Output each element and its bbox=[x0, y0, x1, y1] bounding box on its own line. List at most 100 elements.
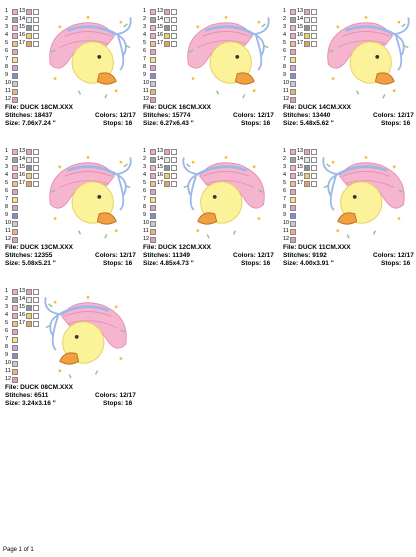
color-swatch bbox=[12, 16, 18, 23]
color-number: 17 bbox=[297, 40, 304, 46]
file-name: File: DUCK 12CM.XXX bbox=[143, 244, 211, 251]
color-number: 6 bbox=[143, 188, 147, 194]
stops: Stops: 16 bbox=[241, 120, 271, 127]
color-number: 7 bbox=[5, 196, 9, 202]
color-swatch bbox=[26, 40, 32, 47]
color-swatch bbox=[26, 288, 32, 295]
color-swatch bbox=[12, 80, 18, 87]
color-swatch bbox=[304, 148, 310, 155]
color-number: 3 bbox=[283, 164, 287, 170]
color-number: 4 bbox=[5, 312, 9, 318]
color-swatch bbox=[290, 48, 296, 55]
color-swatch bbox=[12, 164, 18, 171]
color-number: 3 bbox=[5, 24, 9, 30]
color-number: 8 bbox=[283, 64, 287, 70]
color-swatch bbox=[26, 320, 32, 327]
color-number: 11 bbox=[283, 88, 289, 94]
color-swatch bbox=[150, 212, 156, 219]
color-swatch bbox=[164, 172, 170, 179]
color-number: 9 bbox=[5, 72, 9, 78]
color-swatch bbox=[150, 56, 156, 63]
color-swatch bbox=[290, 8, 296, 15]
duck-design bbox=[49, 15, 132, 99]
color-number: 8 bbox=[143, 204, 147, 210]
file-name: File: DUCK 11CM.XXX bbox=[283, 244, 351, 251]
color-number: 3 bbox=[5, 304, 9, 310]
color-number: 8 bbox=[143, 64, 147, 70]
color-number: 9 bbox=[143, 212, 147, 218]
color-box bbox=[311, 24, 317, 31]
color-swatch bbox=[150, 80, 156, 87]
color-number: 13 bbox=[297, 148, 304, 154]
color-swatch bbox=[12, 64, 18, 71]
color-box bbox=[171, 164, 177, 171]
color-swatch bbox=[26, 304, 32, 311]
color-number: 6 bbox=[143, 48, 147, 54]
color-number: 2 bbox=[5, 296, 9, 302]
color-number: 13 bbox=[157, 148, 164, 154]
stitches: Stitches: 6511 bbox=[5, 392, 49, 399]
color-swatch bbox=[26, 148, 32, 155]
color-number: 15 bbox=[297, 24, 304, 30]
color-swatch bbox=[150, 172, 156, 179]
color-number: 8 bbox=[283, 204, 287, 210]
size: Size: 6.27x6.43 " bbox=[143, 120, 194, 127]
color-swatch bbox=[290, 24, 296, 31]
file-name: File: DUCK 13CM.XXX bbox=[5, 244, 73, 251]
color-number: 6 bbox=[5, 48, 9, 54]
color-number: 10 bbox=[5, 360, 12, 366]
color-swatch bbox=[164, 156, 170, 163]
color-swatch bbox=[290, 96, 296, 103]
stops: Stops: 16 bbox=[381, 120, 411, 127]
color-box bbox=[171, 32, 177, 39]
color-box bbox=[311, 156, 317, 163]
color-swatch bbox=[150, 156, 156, 163]
color-swatch bbox=[290, 156, 296, 163]
color-swatch bbox=[12, 180, 18, 187]
colors: Colors: 12/17 bbox=[95, 112, 136, 119]
color-box bbox=[33, 40, 39, 47]
color-swatch bbox=[150, 204, 156, 211]
color-swatch bbox=[150, 180, 156, 187]
color-swatch bbox=[12, 236, 18, 243]
color-number: 14 bbox=[19, 296, 26, 302]
color-number: 12 bbox=[5, 236, 12, 242]
color-number: 16 bbox=[157, 32, 164, 38]
color-number: 16 bbox=[157, 172, 164, 178]
color-swatch bbox=[150, 64, 156, 71]
colors: Colors: 12/17 bbox=[373, 252, 414, 259]
color-swatch bbox=[150, 220, 156, 227]
color-swatch bbox=[12, 148, 18, 155]
size: Size: 4.85x4.73 " bbox=[143, 260, 194, 267]
color-swatch bbox=[150, 8, 156, 15]
color-number: 11 bbox=[283, 228, 289, 234]
color-box bbox=[171, 24, 177, 31]
color-number: 2 bbox=[283, 16, 287, 22]
design-item: 1 2 3 4 5 6 7 8 9 10 11 12 13 14 15 16 17 File: DUCK 18CM… bbox=[5, 8, 137, 138]
color-number: 7 bbox=[283, 56, 287, 62]
color-swatch bbox=[150, 164, 156, 171]
color-number: 1 bbox=[143, 8, 147, 14]
color-swatch bbox=[12, 32, 18, 39]
color-swatch bbox=[150, 40, 156, 47]
color-number: 15 bbox=[157, 164, 164, 170]
color-number: 7 bbox=[5, 56, 9, 62]
color-swatch bbox=[290, 148, 296, 155]
color-swatch bbox=[150, 88, 156, 95]
color-number: 17 bbox=[19, 40, 26, 46]
stops: Stops: 16 bbox=[103, 120, 133, 127]
color-swatch bbox=[12, 352, 18, 359]
color-number: 14 bbox=[157, 156, 164, 162]
color-swatch bbox=[26, 180, 32, 187]
color-swatch bbox=[150, 16, 156, 23]
color-number: 2 bbox=[283, 156, 287, 162]
size: Size: 7.06x7.24 " bbox=[5, 120, 56, 127]
color-swatch bbox=[26, 24, 32, 31]
color-number: 3 bbox=[143, 24, 147, 30]
design-item: 1 2 3 4 5 6 7 8 9 10 11 12 13 14 15 16 17 File: DUCK 08CM… bbox=[5, 288, 137, 418]
size: Size: 5.48x5.62 " bbox=[283, 120, 334, 127]
color-swatch bbox=[12, 328, 18, 335]
color-swatch bbox=[12, 320, 18, 327]
color-number: 16 bbox=[297, 172, 304, 178]
stitches: Stitches: 13440 bbox=[283, 112, 331, 119]
